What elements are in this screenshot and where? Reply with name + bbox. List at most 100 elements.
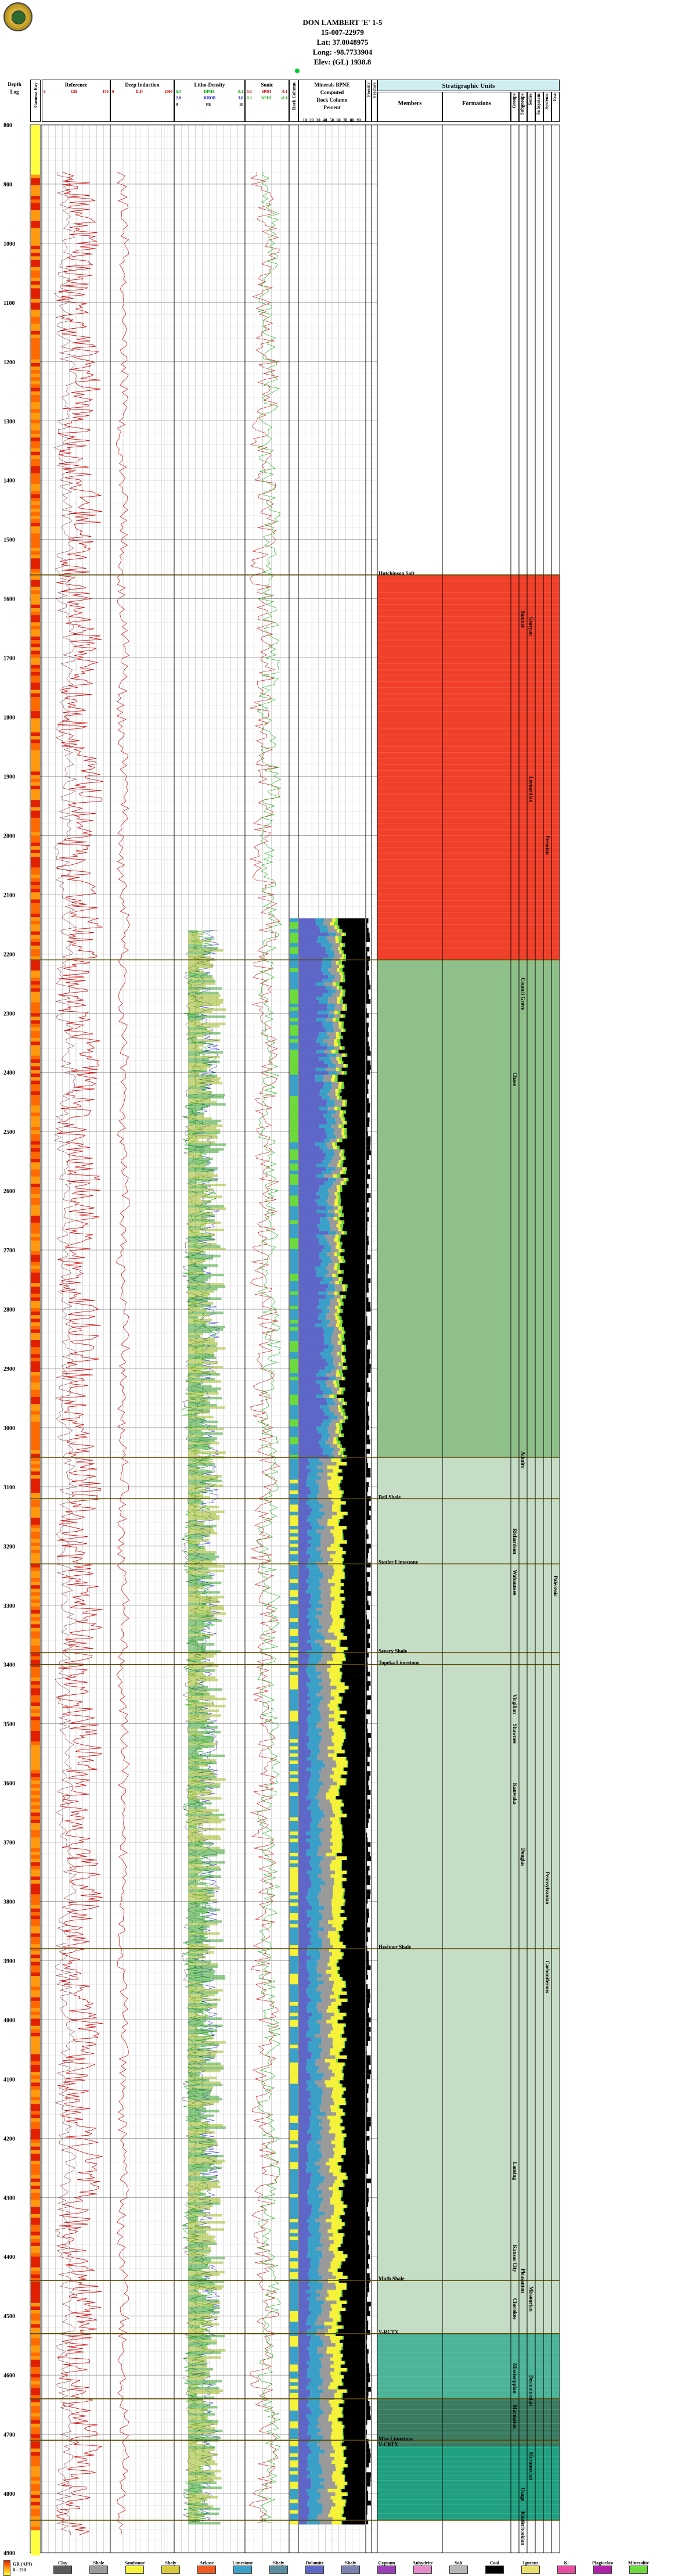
group-label: Osage [520, 2488, 526, 2502]
mineral-tick: 50 [330, 118, 334, 123]
legend-item: Anhydrite [412, 2560, 433, 2574]
legend-item: Shaly Sandstone [160, 2560, 181, 2574]
mineral-tick: 90 [356, 118, 361, 123]
legend-swatch [377, 2566, 396, 2574]
legend-item: Limestone [232, 2560, 253, 2574]
depth-label: 4500 [3, 2313, 15, 2320]
depth-label: 1600 [3, 597, 15, 603]
unit-fill-permian [377, 960, 560, 1457]
legend-label: Sandstone [124, 2560, 145, 2566]
legend-item: Salt [448, 2560, 469, 2574]
depth-label: 1000 [3, 241, 15, 247]
legend-swatch [521, 2566, 540, 2574]
mineral-tick: 30 [316, 118, 321, 123]
system-label: Permian [545, 835, 550, 854]
depth-label: 2900 [3, 1366, 15, 1373]
member-label: Hutchinson Salt [378, 570, 414, 576]
legend-label: Coal [490, 2560, 499, 2566]
legend-label: Salt [455, 2560, 463, 2566]
legend-item: Shale [88, 2560, 109, 2574]
series-label: Desmoinesian [528, 2375, 534, 2406]
legend-item: Shaly Carbonate [268, 2560, 289, 2574]
lithology-legend: Clay Shale Sandstone Shaly Sandstone Arkose L… [0, 2560, 685, 2576]
system-label: Pennsylvanian [545, 1872, 550, 1905]
group-label: Sumner [520, 610, 526, 628]
group-label: Council Grove [520, 978, 526, 1010]
depth-label: 1200 [3, 360, 15, 366]
well-lat: Lat: 37.0048975 [316, 38, 369, 46]
well-info: DON LAMBERT 'E' 1-5 15-007-22979 Lat: 37… [226, 17, 459, 67]
depth-label: 3100 [3, 1485, 15, 1491]
era-header: Era [551, 92, 560, 122]
legend-label: Igneous [522, 2560, 539, 2566]
legend-item: Plagioclase [592, 2560, 613, 2574]
legend-swatch [233, 2566, 252, 2574]
group-label: Kinderhookian [520, 2512, 526, 2546]
mineral-tick: 20 [309, 118, 314, 123]
legend-swatch [125, 2566, 144, 2574]
depth-label: 4800 [3, 2491, 15, 2498]
legend-swatch [305, 2566, 324, 2574]
legend-swatch [161, 2566, 180, 2574]
legend-label: Dolomite [305, 2560, 324, 2566]
mineral-tick: 80 [350, 118, 355, 123]
depth-label: 1700 [3, 656, 15, 662]
formation-label: Cherokee [512, 2298, 518, 2320]
sphi-curve [249, 172, 280, 2524]
formations-header: Formations [442, 92, 511, 122]
unit-fill-miss-upper [377, 2333, 560, 2399]
legend-item: Shaly Dolomite [340, 2560, 361, 2574]
fracture-header: Fracture [372, 80, 377, 122]
depth-label: 3700 [3, 1840, 15, 1846]
depth-label: 1500 [3, 537, 15, 544]
depth-label: 3300 [3, 1603, 15, 1609]
legend-label: Shale [93, 2560, 104, 2566]
legend-swatch [629, 2566, 648, 2574]
legend-swatch [269, 2566, 288, 2574]
legend-swatch [197, 2566, 216, 2574]
depth-label: 4400 [3, 2254, 15, 2261]
well-long: Long: -98.7733904 [312, 48, 373, 56]
member-label: Muth Shale [378, 2276, 405, 2282]
mineral-tick: 70 [343, 118, 348, 123]
depth-label: 1400 [3, 478, 15, 484]
depth-label: 4000 [3, 2017, 15, 2024]
unit-fill-salt [377, 574, 560, 960]
subgroups-header: Subgroups [519, 92, 527, 122]
legend-item: Arkose [196, 2560, 217, 2574]
legend-label: Shaly Carbonate [273, 2560, 284, 2566]
depth-label: 2600 [3, 1188, 15, 1195]
depth-label: 2500 [3, 1129, 15, 1136]
series-header: Series [527, 92, 535, 122]
nphi-curve [257, 172, 282, 2524]
legend-label: Gypsum [378, 2560, 395, 2566]
member-label: Severy Shale [378, 1648, 407, 1654]
legend-label: Mineralite [628, 2560, 649, 2566]
depth-label: 3500 [3, 1722, 15, 1728]
members-header: Members [377, 92, 442, 122]
legend-label: Plagioclase [592, 2560, 613, 2566]
depth-label: 4600 [3, 2373, 15, 2379]
formation-label: Richardson [512, 1528, 518, 1554]
legend-item: Coal [484, 2560, 505, 2574]
legend-swatch [557, 2566, 576, 2574]
legend-label: Shaly Sandstone [165, 2560, 176, 2566]
legend-label: Clay [58, 2560, 67, 2566]
depth-label: 1300 [3, 419, 15, 425]
group-label: Pleasanton [520, 2269, 526, 2293]
gr-color-key [3, 2560, 10, 2576]
groups-header: Groups [511, 92, 519, 122]
member-label: Beil Shale [378, 1494, 401, 1500]
group-label: Admire [520, 1452, 526, 1468]
depth-label: 4700 [3, 2432, 15, 2438]
gamma-ray-header: Gamma Ray [30, 80, 41, 122]
depth-header: Depth Log [0, 80, 29, 109]
litho-density-header: Litho-Density 0.3 DPHI -0.1 2.0 RHOB 3.0… [174, 80, 245, 122]
ild-curve [116, 172, 130, 2535]
unit-fill-miss-mid [377, 2398, 560, 2446]
legend-label: K-Feldspar [564, 2560, 569, 2566]
legend-item: Gypsum [376, 2560, 397, 2574]
sonic-header: Sonic 0.3 SPHI -0.1 0.3 NPHI -0.1 [245, 80, 289, 122]
formation-label: Chase [512, 1072, 518, 1086]
